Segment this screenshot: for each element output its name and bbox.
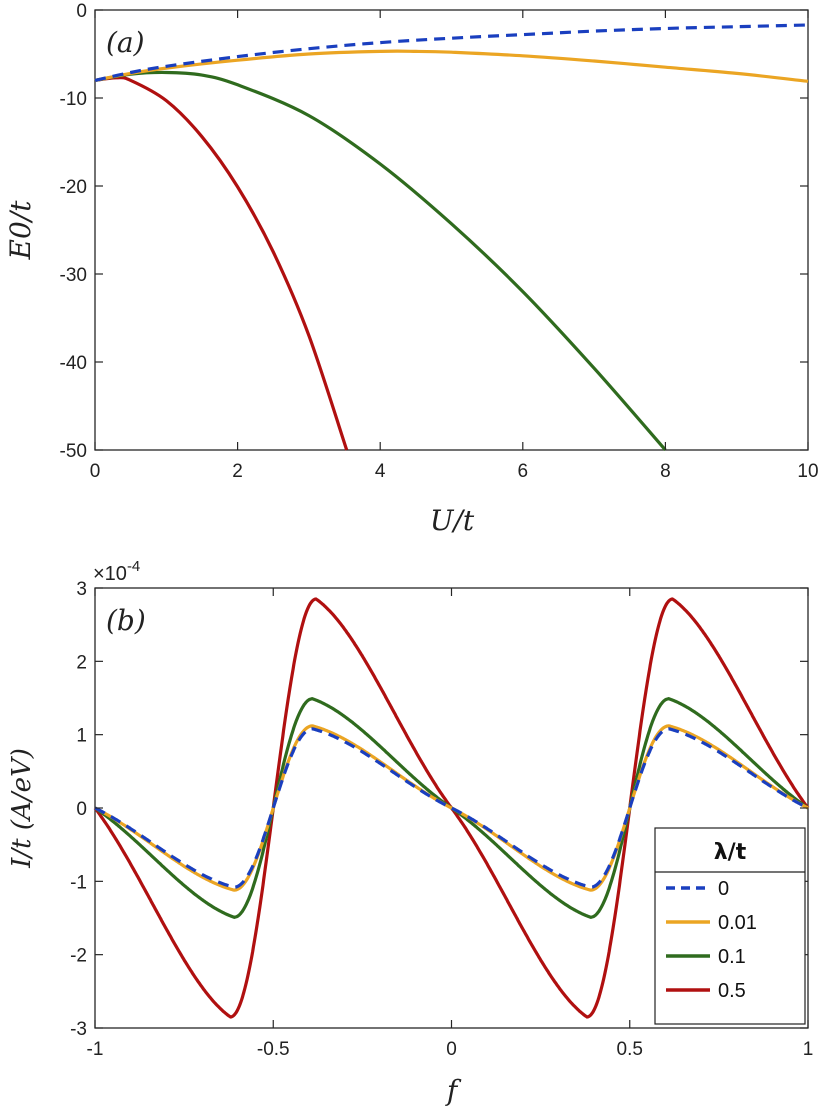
series-line-a-0_1 bbox=[94, 70, 667, 452]
axis-multiplier: ×10-4 bbox=[93, 558, 140, 585]
x-axis-label-a: U/t bbox=[430, 504, 475, 537]
legend-label: 0.1 bbox=[718, 946, 746, 968]
ticks-a: 0 2 4 6 8 10 0 -10 -20 -30 -40 -50 bbox=[60, 1, 819, 482]
y-tick-label: -3 bbox=[70, 1019, 87, 1040]
plot-area-a bbox=[94, 9, 809, 451]
multiplier-exponent: -4 bbox=[127, 558, 140, 575]
y-axis-label-a: E0/t bbox=[4, 200, 37, 261]
x-tick-label: 10 bbox=[797, 461, 818, 482]
legend-entries: 0 0.01 0.1 0.5 bbox=[666, 878, 757, 1002]
y-tick-label: 0 bbox=[76, 1, 87, 22]
y-tick-label: 3 bbox=[76, 579, 87, 600]
x-tick-label: 1 bbox=[803, 1039, 814, 1060]
y-tick-label: 2 bbox=[76, 652, 87, 673]
x-tick-label: 2 bbox=[232, 461, 243, 482]
x-axis-label-b: f bbox=[445, 1074, 462, 1107]
y-tick-label: -40 bbox=[60, 353, 87, 374]
x-tick-label: 0 bbox=[446, 1039, 457, 1060]
series-line-a-0_01 bbox=[94, 49, 809, 83]
x-tick-label: -0.5 bbox=[257, 1039, 290, 1060]
panel-a: 0 2 4 6 8 10 0 -10 -20 -30 -40 -50 (a) U/t E0/t bbox=[4, 1, 819, 537]
panel-label-b: (b) bbox=[106, 604, 146, 637]
curves-b bbox=[93, 597, 810, 1019]
panel-b: -1 -0.5 0 0.5 1 3 2 1 0 -1 -2 -3 (b) ×10-4 f I/t (A… bbox=[7, 558, 813, 1107]
multiplier-base: ×10 bbox=[93, 563, 127, 585]
series-line-a-0_5 bbox=[94, 76, 349, 451]
series-line-b-0 bbox=[94, 727, 809, 889]
ticks-b: -1 -0.5 0 0.5 1 3 2 1 0 -1 -2 -3 bbox=[70, 579, 813, 1060]
y-tick-label: 1 bbox=[76, 726, 87, 747]
x-tick-label: 0 bbox=[90, 461, 101, 482]
panel-label-a: (a) bbox=[106, 26, 145, 59]
y-tick-label: -1 bbox=[70, 872, 87, 893]
series-line-a-0 bbox=[94, 23, 809, 82]
series-line-b-0_01 bbox=[94, 724, 809, 892]
y-tick-label: -50 bbox=[60, 441, 87, 462]
x-tick-label: -1 bbox=[87, 1039, 104, 1060]
legend-label: 0.01 bbox=[718, 912, 757, 934]
legend-title: λ/t bbox=[714, 840, 747, 865]
x-tick-label: 6 bbox=[518, 461, 529, 482]
curves-a bbox=[94, 23, 809, 452]
legend-label: 0.5 bbox=[718, 980, 746, 1002]
x-tick-label: 8 bbox=[660, 461, 671, 482]
x-tick-label: 4 bbox=[375, 461, 386, 482]
y-tick-label: 0 bbox=[76, 799, 87, 820]
y-tick-label: -20 bbox=[60, 177, 87, 198]
legend-label: 0 bbox=[718, 878, 729, 900]
x-tick-label: 0.5 bbox=[617, 1039, 643, 1060]
y-tick-label: -2 bbox=[70, 946, 87, 967]
y-tick-label: -10 bbox=[60, 89, 87, 110]
legend: λ/t 0 0.01 0.1 0.5 bbox=[654, 827, 806, 1025]
y-tick-label: -30 bbox=[60, 265, 87, 286]
y-axis-label-b: I/t (A/eV) bbox=[7, 748, 37, 869]
